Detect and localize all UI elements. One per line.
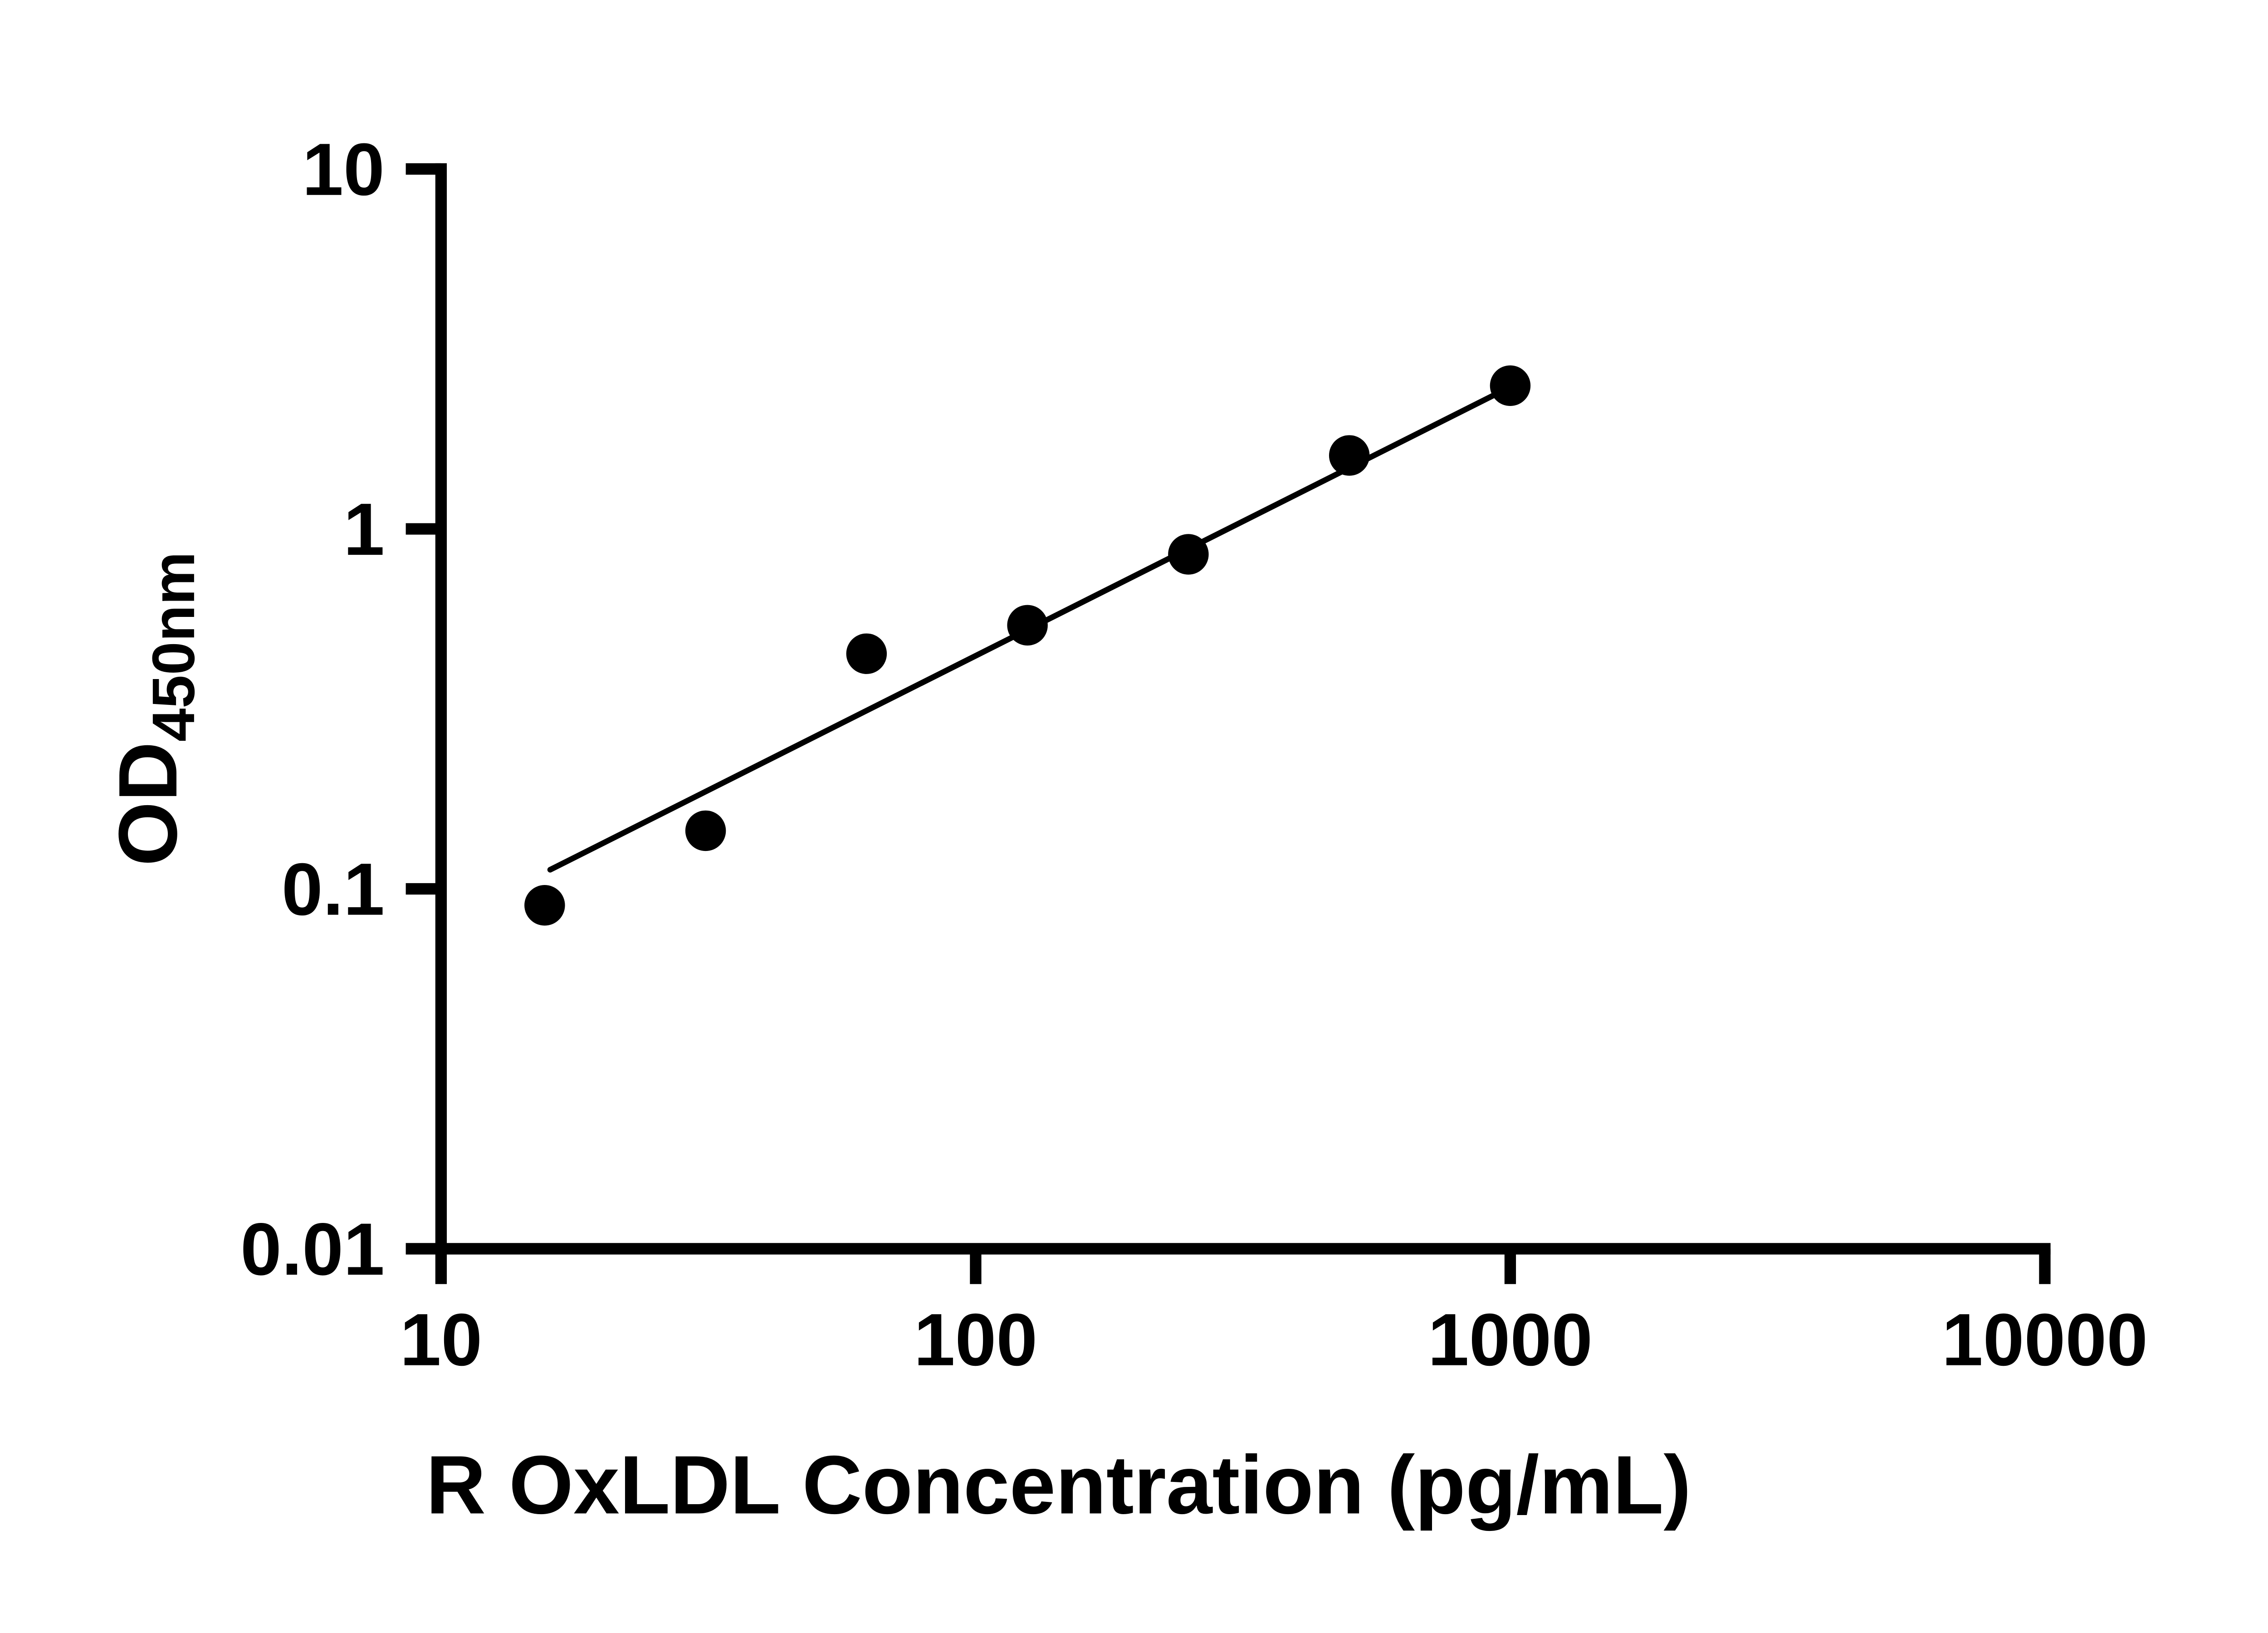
plot-area: 10 100 1000 10000 0.01 0.1 1 10: [240, 128, 2148, 1381]
x-tick-label: 10: [400, 1298, 483, 1381]
y-tick-label: 10: [302, 128, 385, 211]
y-tick-label: 1: [343, 488, 385, 571]
y-axis-title-subscript: 450nm: [140, 552, 207, 742]
y-tick-label: 0.01: [240, 1208, 385, 1291]
data-point: [1007, 605, 1048, 646]
x-axis-title: R OxLDL Concentration (pg/mL): [426, 1438, 1691, 1531]
x-tick-label: 100: [914, 1298, 1038, 1381]
x-tick-label: 10000: [1942, 1298, 2148, 1381]
x-tick-label: 1000: [1428, 1298, 1593, 1381]
data-point: [524, 885, 565, 926]
y-axis-title-main: OD: [102, 742, 194, 866]
data-point: [1490, 365, 1531, 406]
data-point: [1329, 435, 1370, 476]
axis-spine: [435, 163, 2051, 1255]
data-point: [846, 633, 887, 674]
y-axis-title: OD450nm: [102, 552, 207, 866]
y-tick-label: 0.1: [282, 848, 385, 931]
data-point: [1168, 534, 1209, 575]
data-point: [685, 810, 726, 851]
